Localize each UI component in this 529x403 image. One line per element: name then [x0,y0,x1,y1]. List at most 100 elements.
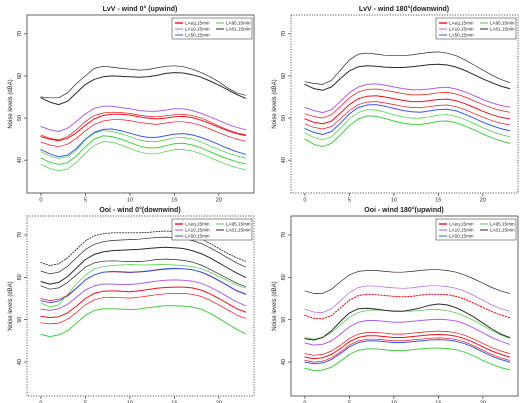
series-line-la01-mean [304,63,511,91]
series-line-laeq-upper [40,111,246,141]
legend-box [435,218,517,241]
legend-label-la50: LA50,15min [449,234,474,239]
chart-panel-2: LvV - wind 180°(downwind) Noise levels (d… [272,5,519,204]
x-tick-label: 5 [84,198,87,204]
x-tick-label: 10 [391,198,397,204]
series-line-la01-upper [304,51,510,85]
y-tick-label: 70 [281,31,287,37]
legend-label-laeq: LAeq,15min [449,21,474,26]
series-line-laeq-lower [40,293,246,325]
x-tick-label: 0 [39,198,42,204]
x-tick-label: 15 [435,198,441,204]
legend-label-la50: LA50,15min [185,234,210,239]
x-tick-label: 0 [39,401,42,403]
legend-label-la01: LA01,15min [226,228,251,233]
x-tick-label: 20 [216,401,222,403]
x-tick-label: 5 [84,401,87,403]
legend-box [171,218,253,241]
series-line-la10-mean [304,83,511,114]
series-line-la95-mean [40,305,247,338]
series-line-la95-upper [40,264,246,308]
y-tick-label: 40 [17,359,23,365]
series-line-la95-mean [40,135,247,165]
x-tick-label: 15 [435,401,441,403]
legend: LAeq,15min LA95,15min LA10,15min LA01,15min… [171,17,253,40]
chart-title: LvV - wind 180°(downwind) [359,5,449,13]
legend-label-la95: LA95,15min [226,222,251,227]
y-tick-label: 70 [281,232,287,238]
y-tick-label: 60 [17,274,23,280]
x-tick-label: 15 [171,198,177,204]
series-line-laeq-upper [304,330,510,356]
y-tick-label: 40 [281,157,287,163]
legend-box [171,17,253,40]
y-tick-label: 50 [281,115,287,121]
x-tick-label: 5 [348,401,351,403]
series-line-la10-mean [40,279,247,311]
series-line-la01-upper2 [40,230,247,266]
legend-label-la01: LA01,15min [226,27,251,32]
chart-title: Ooi - wind 180°(upwind) [364,206,443,214]
series-line-la01-lower [40,258,246,290]
x-tick-label: 10 [127,198,133,204]
series-line-la01-mean [40,72,247,106]
x-tick-label: 20 [480,198,486,204]
y-tick-label: 50 [17,115,23,121]
y-tick-label: 70 [17,232,23,238]
y-axis-label: Noise levels (dBA) [272,79,278,128]
legend-label-la10: LA10,15min [449,27,474,32]
chart-title: LvV - wind 0° (upwind) [103,5,178,13]
chart-title: Ooi - wind 0°(downwind) [99,206,180,214]
legend-label-la10: LA10,15min [185,27,210,32]
x-tick-label: 0 [303,198,306,204]
y-tick-label: 50 [17,317,23,323]
legend-label-laeq: LAeq,15min [185,222,210,227]
legend-label-laeq: LAeq,15min [449,222,474,227]
y-tick-label: 60 [17,73,23,79]
legend-label-la50: LA50,15min [185,33,210,38]
y-axis-label: Noise levels (dBA) [8,79,14,128]
series-line-la50-mean [304,104,511,135]
series-line-laeq-mean [40,113,247,142]
series-line-laeq-lower [304,337,510,363]
x-tick-label: 20 [480,401,486,403]
series-line-la10-mean [40,105,247,132]
series-line-la01-upper [40,236,246,275]
plot-frame [26,215,255,397]
plot-frame [290,14,519,194]
series-line-la50-mean [304,339,511,365]
x-tick-label: 20 [216,198,222,204]
legend-label-la01: LA01,15min [490,228,515,233]
series-line-la01-upper [40,65,246,99]
series-line-la01-mean [304,303,511,341]
series-line-la50-mean [40,267,247,304]
legend: LAeq,15min LA95,15min LA10,15min LA01,15min… [171,218,253,241]
series-line-la01-upper [304,269,510,294]
y-tick-label: 40 [17,157,23,163]
series-line-la95-upper [304,109,510,141]
series-line-la95-mean [304,347,511,371]
y-tick-label: 60 [281,274,287,280]
series-line-laeq-lower [40,119,246,148]
y-tick-label: 40 [281,359,287,365]
x-tick-label: 10 [391,401,397,403]
series-line-la01-mean [40,246,247,285]
series-line-la95-mean [304,115,511,148]
plot-frame [290,215,519,397]
plot-frame [26,14,255,194]
series-line-la95-upper [40,130,246,159]
y-tick-label: 50 [281,317,287,323]
series-line-la10-upper [304,285,510,313]
x-tick-label: 15 [171,401,177,403]
y-tick-label: 70 [17,31,23,37]
chart-panel-1: LvV - wind 0° (upwind) Noise levels (dBA)… [8,5,255,204]
series-line-laeq-dotted [304,293,511,320]
x-tick-label: 5 [348,198,351,204]
legend: LAeq,15min LA95,15min LA10,15min LA01,15min… [435,17,517,40]
legend-label-la50: LA50,15min [449,33,474,38]
series-line-la95-lower [40,141,246,172]
legend-label-la95: LA95,15min [226,21,251,26]
series-line-laeq-lower [304,101,510,130]
legend-label-laeq: LAeq,15min [185,21,210,26]
